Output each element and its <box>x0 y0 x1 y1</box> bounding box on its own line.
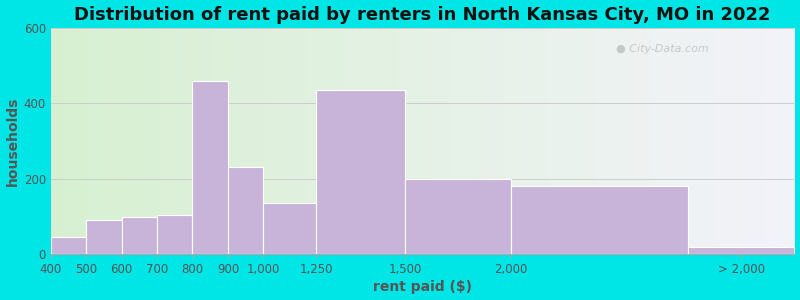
Bar <box>122 217 157 254</box>
Title: Distribution of rent paid by renters in North Kansas City, MO in 2022: Distribution of rent paid by renters in … <box>74 6 771 24</box>
Bar <box>51 237 86 254</box>
Bar <box>511 186 688 254</box>
Bar <box>688 247 794 254</box>
Y-axis label: households: households <box>6 96 19 186</box>
Text: ● City-Data.com: ● City-Data.com <box>616 44 709 54</box>
Bar <box>405 179 511 254</box>
Bar <box>193 81 228 254</box>
X-axis label: rent paid ($): rent paid ($) <box>373 280 472 294</box>
Bar <box>263 203 317 254</box>
Bar <box>157 214 193 254</box>
Bar <box>86 220 122 254</box>
Bar <box>317 90 405 254</box>
Bar <box>228 167 263 254</box>
